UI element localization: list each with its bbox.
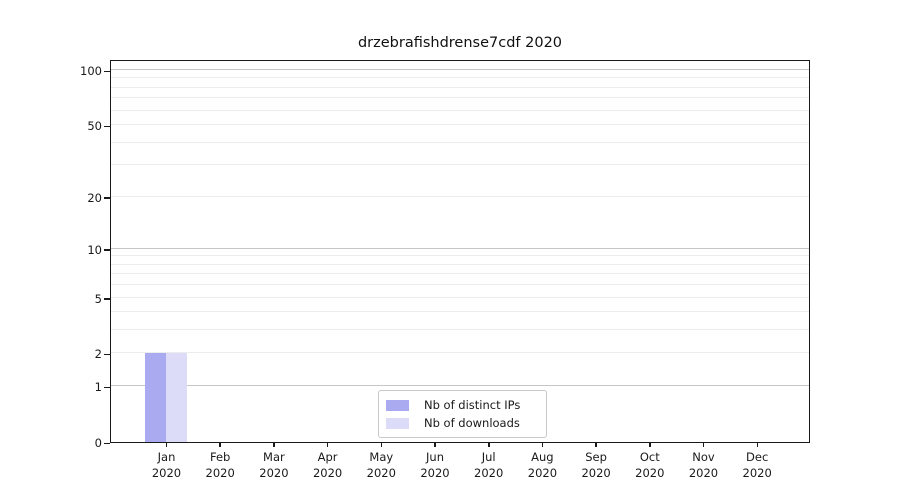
gridline-minor — [111, 255, 809, 257]
x-axis-tick — [541, 442, 544, 447]
legend-item-distinct-ips: Nb of distinct IPs — [386, 398, 539, 412]
x-tick-month: Apr — [317, 450, 338, 464]
x-tick-month: Nov — [692, 450, 715, 464]
y-tick-label: 0 — [94, 436, 102, 450]
gridline-major — [111, 69, 809, 70]
gridline-minor — [111, 109, 809, 111]
legend-swatch — [386, 399, 409, 411]
y-tick-label: 50 — [87, 119, 102, 134]
y-axis-tick — [104, 386, 110, 389]
x-tick-month: Dec — [746, 450, 769, 464]
x-tick-year: 2020 — [474, 466, 504, 480]
y-axis-tick — [104, 197, 110, 199]
x-tick-month: Oct — [639, 450, 660, 464]
x-tick-label: Sep 2020 — [561, 449, 631, 481]
x-tick-label: Jan 2020 — [132, 449, 202, 481]
gridline-minor — [111, 164, 809, 166]
x-tick-year: 2020 — [420, 466, 450, 480]
gridline-minor — [111, 311, 809, 313]
plot-area — [110, 60, 810, 443]
legend: Nb of distinct IPs Nb of downloads — [378, 390, 547, 438]
x-tick-year: 2020 — [688, 466, 719, 480]
x-tick-month: Sep — [585, 450, 607, 464]
gridline-minor — [111, 97, 809, 99]
x-tick-label: Apr 2020 — [293, 449, 363, 481]
x-axis-tick — [488, 442, 490, 447]
y-axis-tick — [104, 70, 110, 72]
y-axis-tick — [104, 249, 110, 251]
x-axis-tick — [702, 442, 705, 447]
x-axis-tick — [219, 442, 221, 447]
y-axis-tick — [104, 442, 110, 444]
x-tick-month: Aug — [531, 450, 554, 464]
x-tick-label: Jul 2020 — [454, 449, 524, 481]
x-axis-tick — [380, 442, 383, 447]
x-tick-year: 2020 — [205, 466, 235, 480]
x-axis-tick — [273, 442, 275, 447]
x-tick-year: 2020 — [581, 466, 611, 480]
y-axis-tick — [104, 353, 110, 356]
gridline-minor — [111, 352, 809, 354]
bar-distinct-ips-jan — [145, 353, 166, 442]
x-tick-label: Jun 2020 — [400, 449, 470, 481]
x-tick-year: 2020 — [742, 466, 772, 480]
gridline-minor — [111, 263, 809, 265]
x-tick-month: May — [369, 450, 394, 464]
x-tick-year: 2020 — [259, 466, 289, 480]
gridline-minor — [111, 77, 809, 79]
x-axis-tick — [649, 442, 651, 447]
y-tick-label: 10 — [87, 242, 102, 257]
legend-item-downloads: Nb of downloads — [386, 416, 539, 430]
x-axis-tick — [165, 442, 168, 447]
gridline-minor — [111, 273, 809, 275]
x-tick-label: Dec 2020 — [722, 449, 792, 481]
legend-swatch — [386, 417, 409, 429]
gridline-minor — [111, 195, 809, 197]
gridline-minor — [111, 124, 809, 126]
bar-downloads-jan — [166, 353, 187, 442]
y-tick-label: 100 — [80, 64, 102, 78]
x-tick-label: May 2020 — [346, 449, 416, 481]
x-tick-month: Jun — [426, 450, 444, 464]
x-axis-tick — [434, 442, 436, 447]
x-tick-month: Jan — [157, 450, 176, 464]
gridline-minor — [111, 141, 809, 143]
x-tick-year: 2020 — [366, 466, 396, 480]
gridline-major — [111, 247, 809, 249]
x-axis-tick — [756, 442, 758, 447]
y-tick-label: 5 — [94, 291, 102, 306]
gridline-minor — [111, 284, 809, 286]
x-tick-year: 2020 — [312, 466, 343, 480]
gridline-major — [111, 385, 809, 387]
y-tick-label: 2 — [94, 347, 102, 362]
legend-label: Nb of distinct IPs — [424, 398, 521, 412]
x-tick-year: 2020 — [527, 466, 558, 480]
x-tick-year: 2020 — [151, 466, 182, 480]
gridline-minor — [111, 296, 809, 298]
y-axis-tick — [104, 125, 110, 128]
x-tick-label: Aug 2020 — [507, 449, 577, 481]
x-tick-month: Feb — [210, 450, 231, 464]
x-tick-label: Mar 2020 — [239, 449, 309, 481]
x-axis-tick — [595, 442, 597, 447]
x-tick-year: 2020 — [635, 466, 665, 480]
x-tick-label: Nov 2020 — [669, 449, 739, 481]
gridline-minor — [111, 86, 809, 88]
y-tick-label: 1 — [94, 380, 102, 395]
x-tick-month: Jul — [481, 450, 496, 464]
x-tick-month: Mar — [263, 450, 285, 464]
chart-title: drzebrafishdrense7cdf 2020 — [357, 35, 563, 51]
x-tick-label: Feb 2020 — [185, 449, 255, 481]
x-axis-tick — [326, 442, 329, 447]
y-tick-label: 20 — [87, 190, 102, 205]
gridline-minor — [111, 329, 809, 331]
legend-label: Nb of downloads — [424, 416, 520, 430]
x-tick-label: Oct 2020 — [615, 449, 685, 481]
y-axis-tick — [104, 298, 110, 300]
